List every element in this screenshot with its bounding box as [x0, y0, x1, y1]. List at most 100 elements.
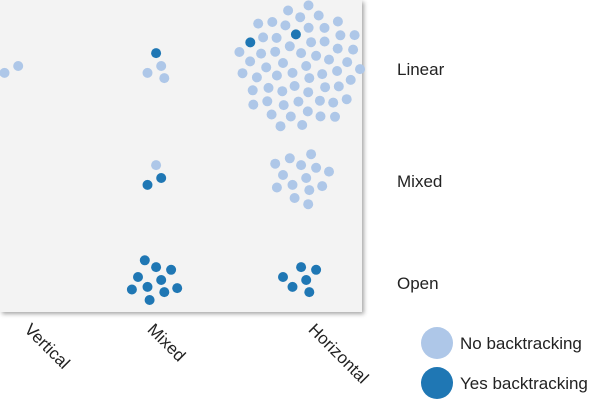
point-yes-backtracking-mixed-mixed [156, 173, 167, 183]
x-tick-horizontal: Horizontal [305, 320, 373, 388]
point-yes-backtracking-mixed-open [133, 272, 143, 282]
point-no-backtracking-horizontal-linear [271, 32, 282, 43]
point-yes-backtracking-mixed-open [144, 295, 155, 305]
point-no-backtracking-horizontal-linear [355, 64, 365, 75]
point-no-backtracking-vertical-linear [0, 67, 10, 78]
point-no-backtracking-horizontal-mixed [284, 153, 295, 164]
point-no-backtracking-horizontal-linear [258, 32, 269, 43]
point-yes-backtracking-mixed-open [139, 255, 150, 266]
point-no-backtracking-horizontal-linear [303, 0, 314, 11]
point-no-backtracking-horizontal-linear [296, 48, 307, 59]
point-no-backtracking-horizontal-linear [306, 37, 317, 48]
point-no-backtracking-horizontal-linear [289, 81, 300, 91]
point-no-backtracking-horizontal-linear [345, 74, 356, 85]
point-no-backtracking-horizontal-linear [303, 22, 314, 33]
point-no-backtracking-horizontal-linear [328, 97, 339, 108]
row-label-mixed: Mixed [397, 172, 442, 191]
point-no-backtracking-horizontal-linear [285, 111, 296, 122]
point-no-backtracking-mixed-linear [142, 67, 153, 78]
point-no-backtracking-horizontal-linear [253, 18, 264, 29]
point-no-backtracking-horizontal-linear [283, 5, 294, 16]
point-no-backtracking-horizontal-mixed [289, 193, 300, 203]
point-no-backtracking-horizontal-linear [245, 56, 256, 67]
point-no-backtracking-horizontal-linear [313, 10, 324, 21]
point-no-backtracking-horizontal-linear [248, 99, 259, 110]
point-yes-backtracking-mixed-open [159, 287, 170, 298]
point-no-backtracking-horizontal-mixed [296, 160, 307, 171]
point-yes-backtracking-mixed-open [151, 262, 162, 273]
point-no-backtracking-horizontal-linear [314, 95, 325, 106]
x-tick-mixed: Mixed [144, 320, 190, 366]
point-no-backtracking-horizontal-mixed [301, 173, 312, 183]
point-no-backtracking-horizontal-linear [302, 106, 313, 117]
point-no-backtracking-horizontal-linear [287, 67, 298, 78]
point-no-backtracking-horizontal-mixed [287, 179, 298, 190]
point-no-backtracking-horizontal-linear [271, 70, 282, 81]
legend-swatch-yes-backtracking [421, 367, 453, 399]
point-no-backtracking-horizontal-linear [304, 73, 315, 84]
point-no-backtracking-horizontal-linear [341, 94, 352, 105]
point-no-backtracking-horizontal-linear [301, 61, 312, 71]
point-yes-backtracking-horizontal-open [278, 272, 288, 282]
row-labels: Linear Mixed Open [397, 60, 445, 293]
point-no-backtracking-horizontal-linear [333, 81, 344, 92]
x-tick-vertical: Vertical [21, 320, 74, 373]
point-no-backtracking-horizontal-linear [332, 43, 343, 54]
point-no-backtracking-horizontal-linear [320, 82, 331, 93]
point-no-backtracking-horizontal-mixed [317, 181, 328, 192]
point-yes-backtracking-mixed-open [126, 284, 137, 295]
point-no-backtracking-horizontal-linear [332, 16, 343, 27]
point-no-backtracking-horizontal-linear [262, 96, 273, 107]
point-no-backtracking-horizontal-linear [263, 82, 274, 93]
point-no-backtracking-horizontal-linear [247, 85, 258, 96]
point-no-backtracking-horizontal-linear [275, 121, 286, 132]
point-no-backtracking-horizontal-linear [261, 62, 272, 73]
point-no-backtracking-horizontal-linear [251, 72, 262, 83]
point-no-backtracking-horizontal-mixed [311, 162, 322, 173]
point-no-backtracking-horizontal-linear [342, 57, 353, 68]
point-no-backtracking-horizontal-mixed [306, 149, 317, 160]
point-no-backtracking-mixed-linear [156, 61, 167, 71]
point-no-backtracking-horizontal-linear [348, 44, 359, 55]
point-no-backtracking-horizontal-linear [324, 54, 334, 65]
point-no-backtracking-mixed-linear [159, 73, 170, 84]
point-no-backtracking-horizontal-linear [278, 100, 289, 111]
point-no-backtracking-mixed-mixed [151, 160, 162, 171]
legend-label-yes-backtracking: Yes backtracking [460, 374, 588, 393]
row-label-open: Open [397, 274, 439, 293]
row-label-linear: Linear [397, 60, 445, 79]
point-no-backtracking-horizontal-linear [311, 50, 322, 61]
point-yes-backtracking-mixed-open [156, 275, 167, 285]
point-no-backtracking-horizontal-linear [303, 87, 314, 98]
point-yes-backtracking-mixed-mixed [142, 179, 153, 190]
point-no-backtracking-horizontal-mixed [278, 170, 288, 180]
point-no-backtracking-horizontal-linear [267, 17, 278, 27]
point-no-backtracking-horizontal-linear [278, 58, 288, 68]
point-yes-backtracking-horizontal-open [311, 264, 322, 275]
point-no-backtracking-horizontal-linear [277, 86, 288, 97]
point-yes-backtracking-mixed-open [142, 281, 153, 292]
point-no-backtracking-horizontal-linear [295, 12, 306, 23]
point-no-backtracking-horizontal-linear [315, 111, 326, 122]
point-no-backtracking-horizontal-mixed [304, 185, 315, 196]
point-no-backtracking-horizontal-linear [270, 46, 281, 57]
point-no-backtracking-horizontal-linear [332, 66, 343, 76]
x-axis-tick-labels: Vertical Mixed Horizontal [21, 320, 373, 388]
point-no-backtracking-horizontal-linear [266, 109, 277, 120]
point-no-backtracking-horizontal-mixed [324, 166, 334, 177]
point-yes-backtracking-mixed-linear [151, 48, 162, 59]
point-no-backtracking-horizontal-linear [317, 69, 328, 80]
point-no-backtracking-horizontal-linear [284, 41, 295, 52]
legend-swatch-no-backtracking [421, 327, 453, 359]
point-no-backtracking-horizontal-linear [297, 120, 308, 130]
point-no-backtracking-horizontal-linear [330, 111, 340, 122]
legend-label-no-backtracking: No backtracking [460, 334, 582, 353]
point-no-backtracking-horizontal-linear [280, 20, 291, 31]
point-yes-backtracking-horizontal-open [296, 262, 307, 273]
point-no-backtracking-horizontal-linear [335, 30, 346, 41]
point-no-backtracking-horizontal-linear [293, 96, 304, 107]
point-yes-backtracking-mixed-open [166, 264, 177, 275]
point-no-backtracking-horizontal-mixed [303, 199, 314, 210]
point-yes-backtracking-horizontal-linear [290, 29, 301, 40]
